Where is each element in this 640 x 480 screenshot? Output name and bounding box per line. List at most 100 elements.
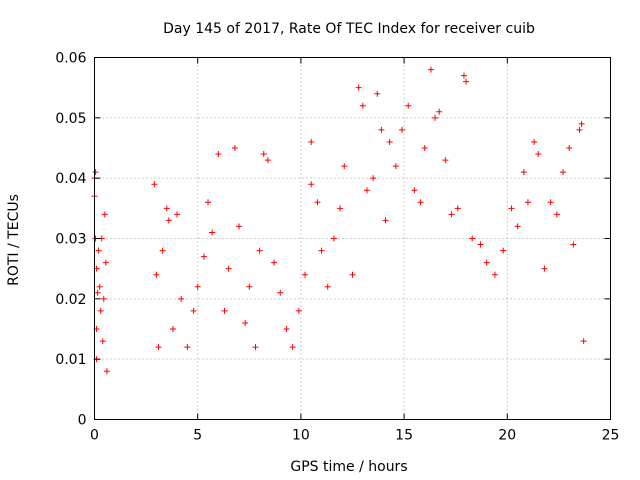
x-axis-ticks: 0 5 10 15 20 25	[90, 57, 620, 444]
data-point	[578, 120, 585, 127]
data-point	[231, 145, 238, 151]
x-tick-label: 10	[292, 428, 310, 444]
grid-lines	[94, 57, 611, 420]
y-tick-label: 0	[78, 413, 87, 429]
data-point	[271, 259, 278, 266]
data-point	[514, 223, 521, 230]
data-point	[99, 338, 106, 345]
x-tick-label: 20	[498, 428, 516, 444]
data-point	[308, 138, 315, 145]
data-point	[295, 307, 302, 314]
data-point	[374, 90, 381, 97]
data-point	[483, 259, 490, 266]
data-point	[337, 205, 344, 212]
data-point	[382, 217, 389, 224]
data-point	[184, 344, 191, 351]
data-point	[256, 247, 263, 254]
data-point	[169, 326, 176, 332]
x-tick-label: 25	[602, 428, 620, 444]
y-tick-label: 0.03	[55, 232, 86, 248]
data-point	[370, 175, 377, 182]
data-point	[378, 126, 385, 133]
x-axis-label: GPS time / hours	[290, 459, 407, 475]
x-tick-label: 5	[193, 428, 202, 444]
data-point	[97, 307, 104, 314]
data-point	[155, 344, 162, 351]
data-point	[427, 66, 434, 73]
data-point	[95, 247, 102, 254]
data-point	[341, 163, 348, 170]
data-point	[289, 344, 296, 351]
data-point	[508, 205, 515, 212]
y-axis-label: ROTI / TECUs	[6, 194, 22, 286]
data-point	[302, 271, 309, 278]
data-point	[264, 157, 271, 164]
data-point	[308, 181, 315, 188]
data-point	[242, 319, 249, 326]
data-point	[547, 199, 554, 206]
data-point	[442, 157, 449, 164]
data-point	[205, 199, 212, 206]
data-point	[541, 265, 548, 272]
data-point	[454, 205, 461, 212]
data-point	[359, 102, 366, 109]
data-point	[448, 211, 455, 218]
data-point	[215, 151, 222, 158]
data-point	[283, 326, 290, 332]
data-point	[580, 338, 587, 345]
data-point	[432, 114, 439, 121]
data-point	[469, 235, 476, 242]
data-point	[101, 211, 108, 218]
x-tick-label: 0	[90, 428, 99, 444]
data-point	[392, 163, 399, 170]
data-point	[190, 307, 197, 314]
data-point	[566, 145, 573, 151]
y-tick-label: 0.05	[55, 111, 86, 127]
data-point	[553, 211, 560, 218]
data-point	[163, 205, 170, 212]
data-point	[102, 259, 109, 266]
data-point	[221, 307, 228, 314]
data-point	[194, 283, 201, 290]
data-point	[277, 289, 284, 296]
data-point	[235, 223, 242, 230]
data-point	[520, 169, 527, 176]
data-point	[349, 271, 356, 278]
y-tick-label: 0.01	[55, 352, 86, 368]
data-point	[324, 283, 331, 290]
data-points	[91, 66, 587, 375]
data-point	[500, 247, 507, 254]
data-point	[399, 126, 406, 133]
data-point	[524, 199, 531, 206]
data-point	[178, 295, 185, 302]
x-tick-label: 15	[395, 428, 413, 444]
data-point	[560, 169, 567, 176]
data-point	[252, 344, 259, 351]
data-point	[477, 241, 484, 248]
data-point	[417, 199, 424, 206]
data-point	[318, 247, 325, 254]
data-point	[363, 187, 370, 194]
data-point	[200, 253, 207, 260]
data-point	[174, 211, 181, 218]
data-point	[100, 295, 107, 302]
data-point	[386, 138, 393, 145]
data-point	[531, 138, 538, 145]
data-point	[460, 72, 467, 79]
data-point	[411, 187, 418, 194]
data-point	[576, 126, 583, 133]
data-point	[225, 265, 232, 272]
data-point	[463, 78, 470, 85]
data-point	[330, 235, 337, 242]
data-point	[314, 199, 321, 206]
data-point	[570, 241, 577, 248]
data-point	[535, 151, 542, 158]
y-tick-label: 0.06	[55, 51, 86, 67]
data-point	[421, 145, 428, 151]
y-tick-label: 0.02	[55, 292, 86, 308]
data-point	[103, 368, 110, 375]
plot-frame	[94, 57, 611, 420]
data-point	[94, 289, 101, 296]
data-point	[260, 151, 267, 158]
data-point	[436, 108, 443, 115]
